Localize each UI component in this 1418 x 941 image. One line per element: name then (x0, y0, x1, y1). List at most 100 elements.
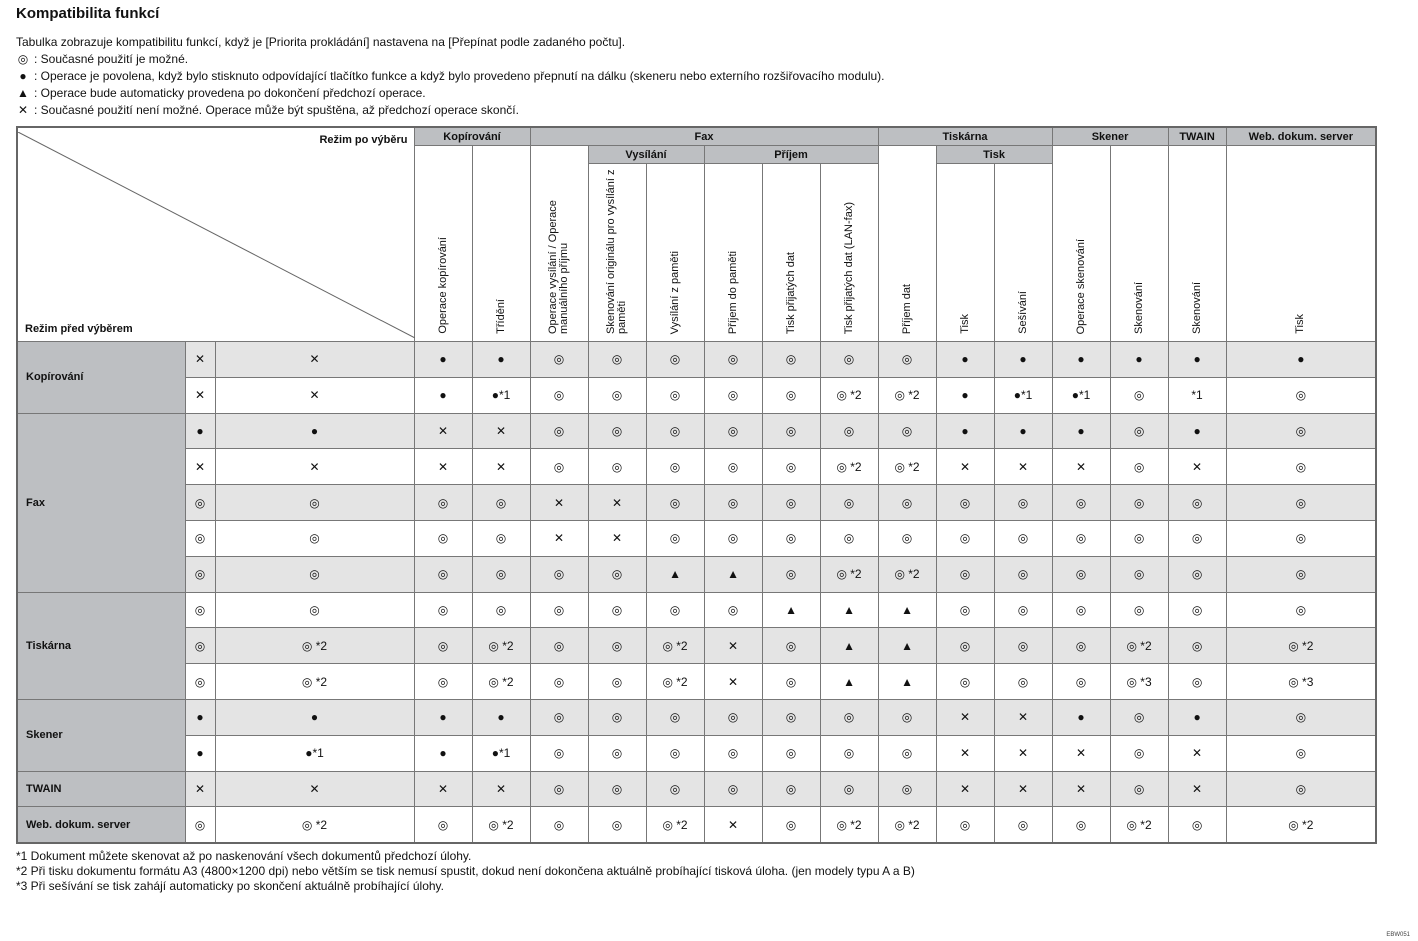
cell: ▲ (819, 663, 879, 700)
cell: ✕ (413, 770, 473, 808)
cell: ◎ (587, 734, 647, 772)
cell: ◎ (935, 591, 995, 629)
cell: ◎ (1109, 555, 1169, 593)
cell: ◎ (587, 627, 647, 665)
cell: ◎ (1225, 770, 1377, 808)
cell: ◎ (529, 448, 589, 486)
cell: ◎ (529, 770, 589, 808)
corner-top: Režim po výběru (319, 133, 408, 146)
cell: ◎ (935, 627, 995, 665)
cell: ◎ (935, 519, 995, 557)
cell: ◎ *2 (645, 663, 705, 700)
table-row: Skener ● ● ● ● ◎ ◎ ◎ ◎ ◎ ◎ ◎ ✕ ✕ ● ◎ ● ◎ (16, 698, 1377, 772)
cell: ◎ (1051, 555, 1111, 593)
cell: ● (1225, 341, 1377, 378)
row-group-label: Web. dokum. server (16, 806, 186, 844)
cell: ◎ (471, 519, 531, 557)
cell: ◎ (819, 698, 879, 736)
cell: ◎ (761, 412, 821, 450)
cell: ✕ (935, 698, 995, 736)
cell: ◎ (645, 770, 705, 808)
cell: ◎ (645, 698, 705, 736)
cell: ◎ (529, 806, 589, 844)
table-row: ◎ ◎ *2 ◎ ◎ *2 ◎ ◎ ◎ *2 ✕ ◎ ▲ ▲ ◎ ◎ ◎ ◎ *3 ◎ ◎ *3 (17, 663, 1377, 700)
cell: ✕ (413, 412, 473, 450)
cell: ◎ (1167, 663, 1227, 700)
cell: ◎ (1051, 519, 1111, 557)
table-row: ◎ ◎ ◎ ◎ ✕ ✕ ◎ ◎ ◎ ◎ ◎ ◎ ◎ ◎ ◎ ◎ ◎ (17, 484, 1377, 521)
cell: ◎ (761, 519, 821, 557)
column-header: Skenování (1167, 145, 1227, 342)
cell: ◎ (587, 448, 647, 486)
cell: ◎ *2 (819, 376, 879, 414)
cell: ◎ *2 (877, 448, 937, 486)
cell: ◎ (993, 663, 1053, 700)
cell: ● (413, 341, 473, 378)
cell: ◎ (413, 663, 473, 700)
group-header: Skener (1051, 126, 1169, 146)
column-label: Operace kopírování (436, 237, 449, 334)
cell: ◎ (1109, 734, 1169, 772)
cell: ◎ (993, 519, 1053, 557)
cell: ◎ (1109, 412, 1169, 450)
cell: ✕ (935, 770, 995, 808)
cell: ◎ (529, 555, 589, 593)
cell: ✕ (184, 448, 216, 486)
cell: ◎ (645, 341, 705, 378)
cell: ◎ (413, 806, 473, 844)
cell: ◎ (645, 376, 705, 414)
column-header: Vysílání z paměti (645, 163, 705, 342)
cell: ◎ (761, 627, 821, 665)
column-label: Skenování (1190, 282, 1203, 334)
cell: ◎ (587, 698, 647, 736)
cell: ◎ (587, 376, 647, 414)
intro-text: Tabulka zobrazuje kompatibilitu funkcí, … (16, 35, 626, 49)
cell: ✕ (214, 770, 415, 808)
cell: ▲ (819, 591, 879, 629)
column-label: Příjem do paměti (726, 250, 739, 334)
row-group-label: Fax (16, 412, 186, 593)
cell: ✕ (471, 770, 531, 808)
cell: ◎ (1167, 519, 1227, 557)
cell: ◎ (703, 698, 763, 736)
cell: ✕ (529, 484, 589, 521)
cell: ◎ (993, 484, 1053, 521)
cell: ◎ *2 (471, 806, 531, 844)
cell: ◎ (761, 663, 821, 700)
cell: ◎ (1051, 627, 1111, 665)
cell: ◎ (1167, 806, 1227, 844)
cell: ◎ (529, 734, 589, 772)
legend-text: : Současné použití je možné. (34, 52, 189, 66)
cell: ◎ (587, 555, 647, 593)
table-row: TWAIN ✕ ✕ ✕ ✕ ◎ ◎ ◎ ◎ ◎ ◎ ◎ ✕ ✕ ✕ ◎ ✕ ◎ (16, 770, 1377, 808)
group-header: Fax (529, 126, 879, 146)
cell: ◎ *2 (471, 627, 531, 665)
cell: ● (935, 412, 995, 450)
cell: ◎ *2 (1225, 627, 1377, 665)
cell: ◎ *2 (877, 555, 937, 593)
legend-item: ▲: Operace bude automaticky provedena po… (16, 85, 885, 102)
column-label: Operace vysílání / Operace manuálního př… (547, 200, 571, 334)
table-row: ◎ ◎ *2 ◎ ◎ *2 ◎ ◎ ◎ *2 ✕ ◎ ▲ ▲ ◎ ◎ ◎ ◎ *2 ◎ ◎ *2 (17, 627, 1377, 665)
column-header: Skenování originálu pro vysílání z pamět… (587, 163, 647, 342)
row-group-label: Kopírování (16, 341, 186, 414)
cell: ✕ (1167, 734, 1227, 772)
cell: ◎ (214, 484, 415, 521)
cell: ◎ (935, 663, 995, 700)
cell: ✕ (1167, 448, 1227, 486)
cell: ◎ (471, 484, 531, 521)
cell: ◎ (761, 341, 821, 378)
column-label: Skenování (1132, 282, 1145, 334)
cell: ●*1 (993, 376, 1053, 414)
column-header: Operace kopírování (413, 145, 473, 342)
cell: ◎ (993, 555, 1053, 593)
cell: ◎ (819, 484, 879, 521)
group-header: TWAIN (1167, 126, 1227, 146)
cell: ◎ (819, 734, 879, 772)
cell: ◎ (993, 591, 1053, 629)
cell: ◎ (1225, 448, 1377, 486)
row-group-label: Skener (16, 698, 186, 772)
column-header: Tisk přijatých dat (LAN-fax) (819, 163, 879, 342)
cell: ◎ (645, 734, 705, 772)
cell: ● (1167, 412, 1227, 450)
